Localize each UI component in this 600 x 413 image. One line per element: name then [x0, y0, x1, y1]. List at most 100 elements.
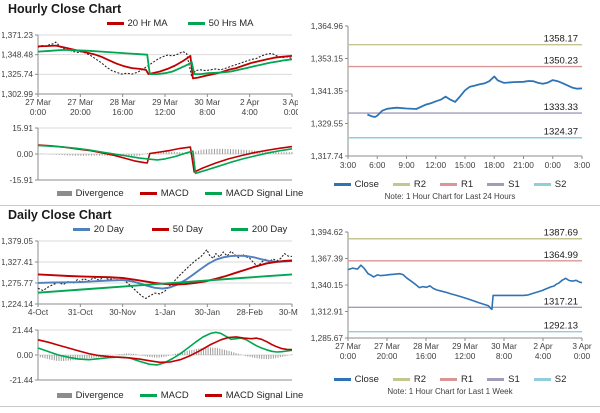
svg-text:1,348.48: 1,348.48: [2, 49, 33, 59]
svg-text:3:00: 3:00: [574, 160, 591, 170]
svg-text:-15.91: -15.91: [9, 175, 33, 185]
svg-text:28-Feb: 28-Feb: [237, 307, 264, 317]
legend-item-s1: S1: [487, 374, 520, 385]
svg-text:27 Mar: 27 Mar: [25, 97, 51, 107]
svg-text:1,340.15: 1,340.15: [311, 280, 344, 290]
svg-text:29 Mar: 29 Mar: [152, 97, 178, 107]
legend-item-macd: MACD: [139, 390, 189, 401]
svg-text:12:00: 12:00: [455, 351, 476, 361]
weekly-pivot-note: Note: 1 Hour Chart for Last 1 Week: [387, 387, 513, 396]
macd-signal-label: MACD Signal Line: [225, 188, 304, 199]
r2-line-swatch: [392, 378, 410, 381]
daily-macd-legend: Divergence MACD MACD Signal Line: [0, 390, 330, 401]
svg-text:4:00: 4:00: [535, 351, 552, 361]
svg-text:1-Jan: 1-Jan: [155, 307, 176, 317]
ma20hr-line-swatch: [106, 22, 124, 25]
svg-text:1,312.91: 1,312.91: [311, 306, 344, 316]
svg-text:1364.99: 1364.99: [544, 250, 578, 261]
svg-text:1,379.05: 1,379.05: [2, 236, 33, 246]
s2-line-swatch: [533, 378, 551, 381]
svg-text:1358.17: 1358.17: [544, 34, 578, 45]
svg-text:9:00: 9:00: [398, 160, 415, 170]
legend-item-macd: MACD: [139, 188, 189, 199]
legend-item-200day-ma: 200 Day: [230, 224, 288, 235]
macd-label: MACD: [160, 390, 189, 401]
svg-text:2 Apr: 2 Apr: [240, 97, 260, 107]
divergence-bar-swatch: [56, 191, 72, 196]
svg-text:8:00: 8:00: [199, 107, 216, 117]
svg-text:30-Nov: 30-Nov: [109, 307, 137, 317]
s2-label: S2: [554, 179, 567, 190]
svg-text:12:00: 12:00: [155, 107, 176, 117]
svg-text:1333.33: 1333.33: [544, 102, 578, 113]
svg-text:4-Oct: 4-Oct: [28, 307, 49, 317]
svg-text:18:00: 18:00: [484, 160, 505, 170]
svg-text:1387.69: 1387.69: [544, 228, 578, 239]
svg-text:30 Mar: 30 Mar: [491, 341, 517, 351]
svg-text:0:00: 0:00: [574, 351, 591, 361]
daily-price-chart: 1,379.05 1,327.41 1,275.77 1,224.144-Oct 31-…: [2, 236, 298, 317]
svg-text:6:00: 6:00: [369, 160, 386, 170]
svg-text:27 Mar: 27 Mar: [67, 97, 93, 107]
r1-label: R1: [461, 179, 474, 190]
s1-label: S1: [508, 374, 520, 385]
horizontal-divider-bottom: [0, 406, 600, 407]
svg-text:1,327.41: 1,327.41: [2, 257, 33, 267]
svg-text:-21.44: -21.44: [9, 375, 33, 385]
svg-text:1292.13: 1292.13: [544, 321, 578, 332]
svg-text:1,285.67: 1,285.67: [311, 333, 344, 343]
svg-text:0.00: 0.00: [17, 350, 34, 360]
legend-item-50day-ma: 50 Day: [151, 224, 203, 235]
svg-text:3 Apr: 3 Apr: [282, 97, 298, 107]
weekly-pivot-legend: Close R2 R1 S1 S2: [300, 374, 600, 385]
hourly-close-chart-panel: Hourly Close Chart 20 Hr MA 50 Hrs MA 1,…: [0, 0, 303, 205]
svg-text:1,394.62: 1,394.62: [311, 227, 344, 237]
daily-close-chart-panel: Daily Close Chart 20 Day 50 Day 200 Day …: [0, 206, 303, 413]
macd-label: MACD: [160, 188, 189, 199]
svg-text:1,353.15: 1,353.15: [311, 53, 344, 63]
legend-item-divergence: Divergence: [56, 390, 124, 401]
svg-text:28 Mar: 28 Mar: [413, 341, 439, 351]
svg-text:27 Mar: 27 Mar: [335, 341, 361, 351]
legend-item-50hr-ma: 50 Hrs MA: [187, 18, 254, 29]
r1-label: R1: [461, 374, 474, 385]
ma50day-line-swatch: [151, 228, 169, 231]
svg-text:1,317.74: 1,317.74: [311, 151, 344, 161]
s1-line-swatch: [487, 183, 505, 186]
svg-text:20:00: 20:00: [377, 351, 398, 361]
svg-text:30-Mar: 30-Mar: [279, 307, 298, 317]
ma20day-line-swatch: [72, 228, 90, 231]
svg-text:1,329.55: 1,329.55: [311, 118, 344, 128]
r2-line-swatch: [392, 183, 410, 186]
legend-item-s1: S1: [487, 179, 520, 190]
divergence-label: Divergence: [75, 390, 124, 401]
weekly-pivot-chart: 1,394.62 1,367.39 1,340.15 1,312.91 1,285.67…: [311, 227, 592, 361]
svg-text:20:00: 20:00: [70, 107, 91, 117]
ma50day-label: 50 Day: [172, 224, 203, 235]
legend-item-r1: R1: [440, 179, 473, 190]
ma50hr-line-swatch: [187, 22, 205, 25]
ma200day-label: 200 Day: [251, 224, 288, 235]
divergence-label: Divergence: [75, 188, 124, 199]
svg-text:2 Apr: 2 Apr: [533, 341, 553, 351]
daily-ma-legend: 20 Day 50 Day 200 Day: [0, 224, 330, 235]
close-label: Close: [354, 179, 379, 190]
hourly-pivot-chart: 1,364.96 1,353.15 1,341.35 1,329.55 1,317.74…: [311, 21, 591, 170]
svg-text:30-Jan: 30-Jan: [195, 307, 221, 317]
daily-chart-title: Daily Close Chart: [8, 208, 112, 222]
s2-label: S2: [554, 374, 567, 385]
macd-line-swatch: [139, 394, 157, 397]
svg-text:8:00: 8:00: [496, 351, 513, 361]
hourly-chart-title: Hourly Close Chart: [8, 2, 122, 16]
svg-text:1,371.23: 1,371.23: [2, 30, 33, 40]
legend-item-r1: R1: [440, 374, 473, 385]
r2-label: R2: [413, 179, 427, 190]
svg-text:4:00: 4:00: [242, 107, 259, 117]
r2-label: R2: [413, 374, 427, 385]
svg-text:3 Apr: 3 Apr: [572, 341, 592, 351]
legend-item-close: Close: [333, 374, 379, 385]
legend-item-divergence: Divergence: [56, 188, 124, 199]
svg-text:0:00: 0:00: [284, 107, 298, 117]
macd-signal-line-swatch: [204, 394, 222, 397]
